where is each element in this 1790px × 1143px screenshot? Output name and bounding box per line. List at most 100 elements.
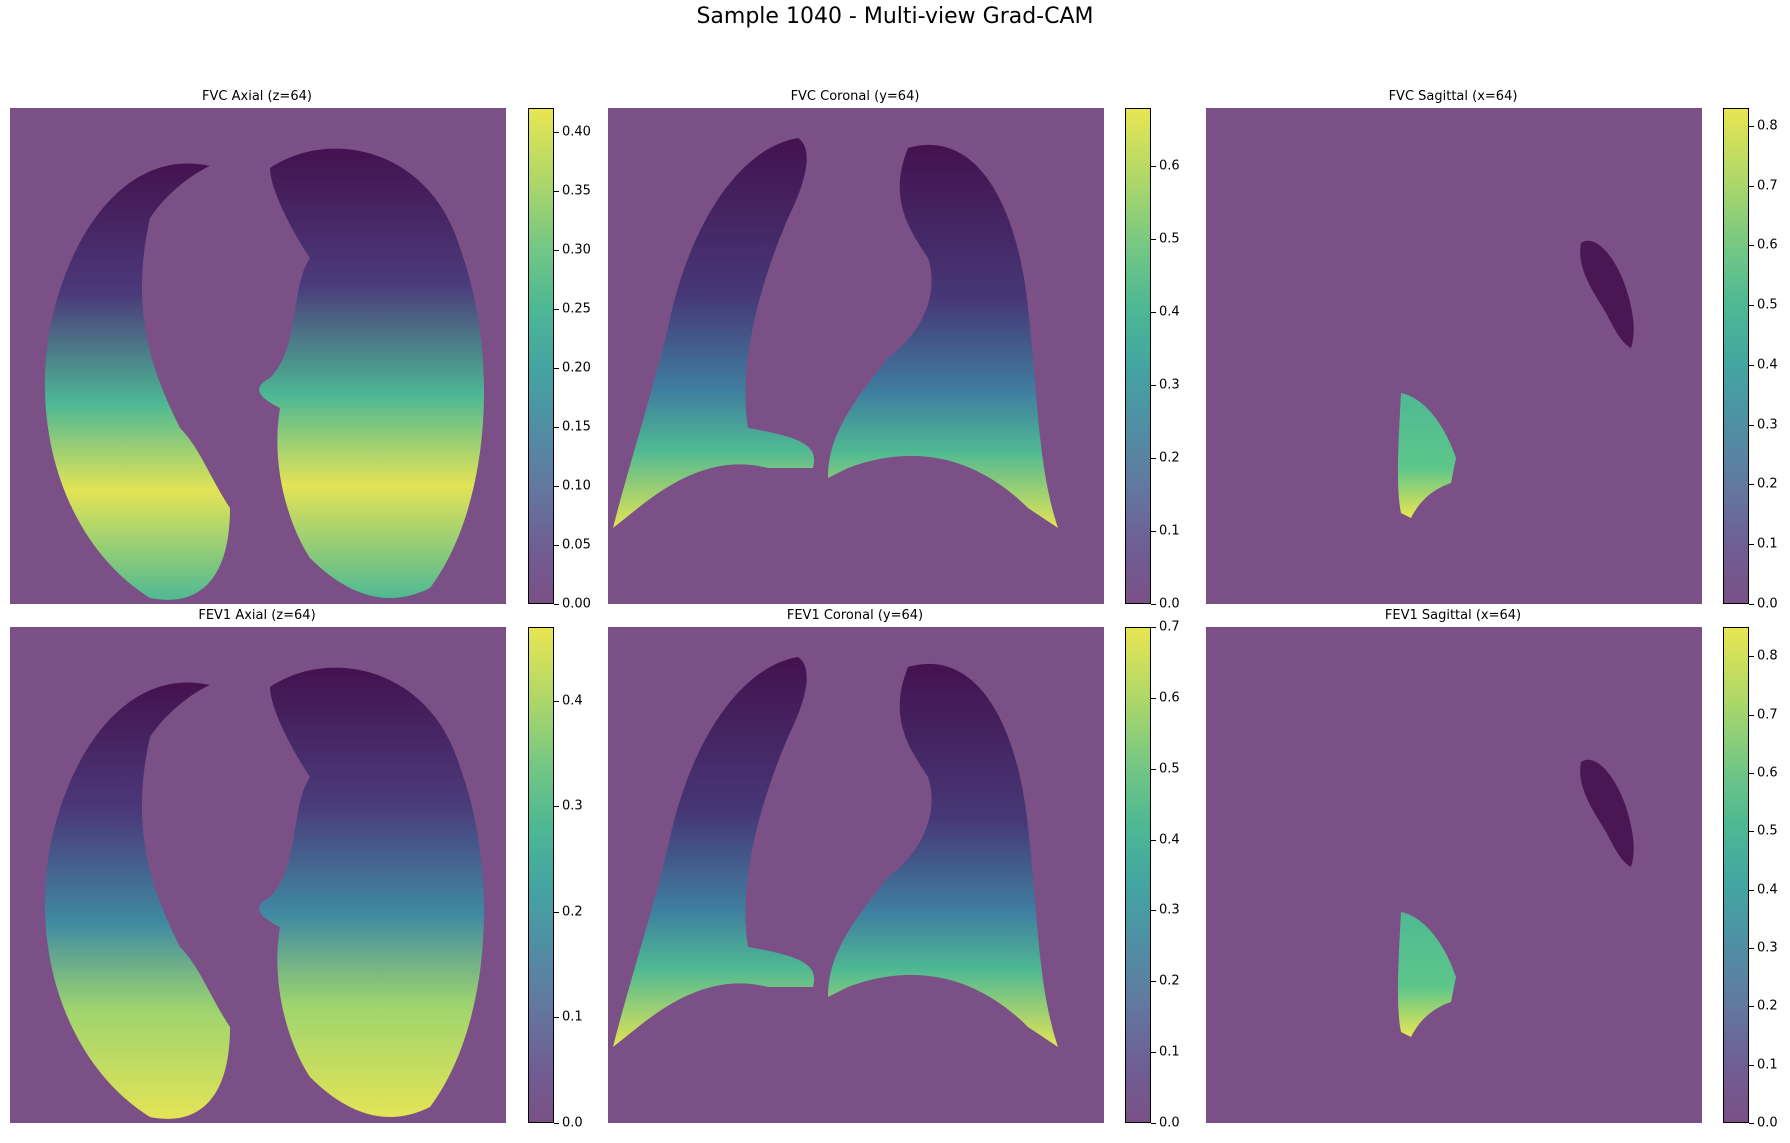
colorbar-tick [554, 190, 559, 192]
colorbar-tick-label: 0.0 [1757, 1115, 1778, 1131]
colorbar-tick [1151, 768, 1156, 770]
colorbar-tick [554, 1123, 559, 1124]
left-lung-region [613, 657, 815, 1047]
colorbar-tick-label: 0.00 [562, 596, 591, 612]
colorbar-tick-label: 0.1 [1159, 523, 1180, 539]
colorbar-tick [1749, 1064, 1754, 1066]
colorbar-tick [1749, 947, 1754, 949]
colorbar-tick [1151, 385, 1156, 387]
colorbar-tick [1749, 424, 1754, 426]
colorbar-tick-label: 0.10 [562, 478, 591, 494]
panel-title: FEV1 Axial (z=64) [198, 608, 316, 623]
colorbar-tick [554, 604, 559, 605]
colorbar-tick [1749, 604, 1754, 605]
colorbar-tick [1749, 544, 1754, 546]
colorbar-tick-label: 0.7 [1159, 619, 1180, 635]
left-lung-region [44, 682, 230, 1119]
gradcam-heatmap-axial [10, 627, 506, 1123]
gradcam-heatmap-sagittal [1206, 108, 1702, 604]
colorbar-tick [1151, 627, 1156, 628]
panel-title: FVC Sagittal (x=64) [1388, 89, 1518, 104]
colorbar-tick [1151, 697, 1156, 699]
colorbar-tick [1151, 458, 1156, 460]
colorbar-tick [1749, 185, 1754, 187]
gradcam-heatmap-coronal [608, 627, 1104, 1123]
right-lung-region [828, 663, 1058, 1047]
colorbar-tick-label: 0.6 [1159, 158, 1180, 174]
colorbar-tick-label: 0.2 [562, 904, 583, 920]
colorbar-tick-label: 0.3 [1159, 377, 1180, 393]
colorbar-tick-label: 0.35 [562, 183, 591, 199]
colorbar-tick-label: 0.0 [1757, 596, 1778, 612]
colorbar-tick-label: 0.20 [562, 360, 591, 376]
colorbar-tick [1151, 312, 1156, 314]
right-lung-region [259, 148, 484, 598]
colorbar-tick [1749, 305, 1754, 307]
colorbar-tick-label: 0.3 [1757, 417, 1778, 433]
colorbar-tick [1749, 125, 1754, 127]
colorbar-tick [1151, 839, 1156, 841]
right-lung-region [259, 667, 484, 1117]
colorbar-tick-label: 0.2 [1757, 998, 1778, 1014]
panel-title: FVC Coronal (y=64) [790, 89, 920, 104]
colorbar-tick [554, 700, 559, 702]
left-lung-region [613, 138, 815, 528]
colorbar-tick [554, 131, 559, 133]
colorbar-tick-label: 0.3 [562, 798, 583, 814]
colorbar-tick [554, 544, 559, 546]
colorbar-tick-label: 0.1 [562, 1009, 583, 1025]
colorbar-tick-label: 0.3 [1159, 902, 1180, 918]
colorbar [1125, 627, 1151, 1123]
colorbar-tick [1151, 239, 1156, 241]
colorbar-tick-label: 0.25 [562, 301, 591, 317]
panel-title: FEV1 Coronal (y=64) [786, 608, 924, 623]
colorbar-tick-label: 0.2 [1159, 973, 1180, 989]
colorbar [1723, 108, 1749, 604]
colorbar-tick [1151, 910, 1156, 912]
colorbar [528, 108, 554, 604]
colorbar-tick-label: 0.0 [1159, 596, 1180, 612]
colorbar-tick-label: 0.4 [1757, 882, 1778, 898]
colorbar-tick-label: 0.7 [1757, 707, 1778, 723]
colorbar-tick [1151, 1052, 1156, 1054]
figure-title: Sample 1040 - Multi-view Grad-CAM [696, 4, 1094, 29]
colorbar-tick-label: 0.4 [1757, 357, 1778, 373]
colorbar-tick [1151, 981, 1156, 983]
colorbar [528, 627, 554, 1123]
colorbar-tick [1151, 166, 1156, 168]
colorbar-tick [1749, 831, 1754, 833]
colorbar-tick [554, 249, 559, 251]
colorbar-tick-label: 0.1 [1757, 536, 1778, 552]
colorbar-tick-label: 0.1 [1159, 1044, 1180, 1060]
colorbar-tick [1151, 1123, 1156, 1124]
colorbar-tick-label: 0.8 [1757, 648, 1778, 664]
colorbar-tick-label: 0.2 [1757, 476, 1778, 492]
gradcam-heatmap-sagittal [1206, 627, 1702, 1123]
colorbar-tick [554, 806, 559, 808]
colorbar-tick-label: 0.4 [1159, 304, 1180, 320]
colorbar-tick-label: 0.6 [1159, 690, 1180, 706]
colorbar-tick [1749, 772, 1754, 774]
colorbar-tick-label: 0.40 [562, 124, 591, 140]
right-lung-region [828, 144, 1058, 528]
colorbar-tick-label: 0.0 [1159, 1115, 1180, 1131]
colorbar [1723, 627, 1749, 1123]
colorbar-tick-label: 0.05 [562, 537, 591, 553]
colorbar-tick [554, 367, 559, 369]
colorbar-tick-label: 0.0 [562, 1115, 583, 1131]
colorbar-tick [1749, 1006, 1754, 1008]
colorbar-tick-label: 0.5 [1757, 297, 1778, 313]
colorbar-tick [1749, 245, 1754, 247]
upper-lung-fragment [1580, 240, 1634, 348]
colorbar-tick-label: 0.30 [562, 242, 591, 258]
colorbar [1125, 108, 1151, 604]
panel-title: FEV1 Sagittal (x=64) [1384, 608, 1522, 623]
gradcam-heatmap-coronal [608, 108, 1104, 604]
colorbar-tick [1749, 484, 1754, 486]
colorbar-tick-label: 0.15 [562, 419, 591, 435]
colorbar-tick-label: 0.1 [1757, 1057, 1778, 1073]
gradcam-heatmap-axial [10, 108, 506, 604]
colorbar-tick-label: 0.3 [1757, 940, 1778, 956]
panel-title: FVC Axial (z=64) [202, 89, 312, 104]
colorbar-tick-label: 0.5 [1159, 761, 1180, 777]
